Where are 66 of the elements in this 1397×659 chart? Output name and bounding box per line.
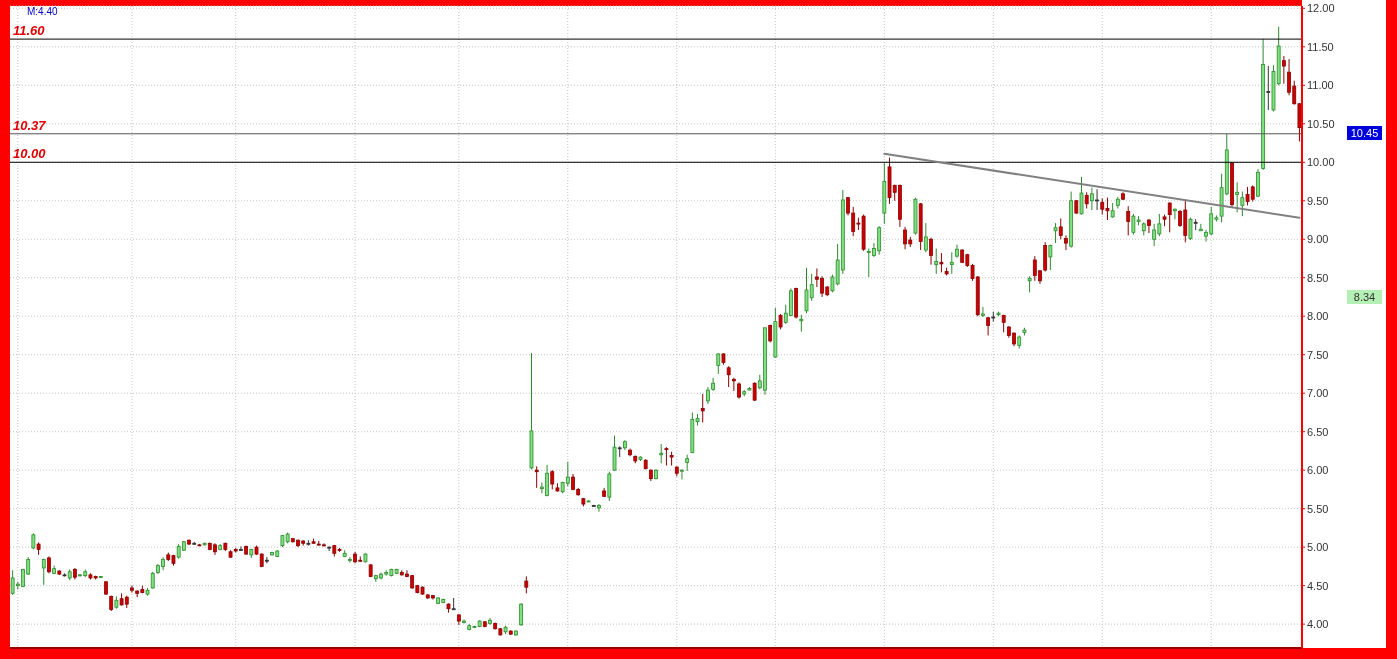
y-tick-label: 5.50: [1307, 502, 1329, 515]
candlestick: [597, 503, 601, 513]
candlestick: [1053, 222, 1058, 244]
candlestick: [1095, 188, 1099, 211]
text: 10.45: [1347, 126, 1382, 140]
candlestick: [659, 443, 664, 464]
text: 8.34: [1347, 290, 1382, 304]
candlestick: [1235, 181, 1240, 213]
candlestick: [934, 247, 939, 275]
candlestick: [1058, 217, 1063, 240]
y-tick-label: 4.50: [1307, 579, 1329, 592]
candlestick: [939, 252, 944, 273]
y-tick-label: 9.50: [1307, 194, 1329, 207]
candlestick: [1240, 191, 1245, 217]
candlestick: [726, 365, 731, 388]
y-tick-label: 6.50: [1307, 425, 1329, 438]
y-tick-label: 5.00: [1307, 541, 1329, 554]
y-tick-label: 9.00: [1307, 233, 1329, 246]
candlestick: [1048, 244, 1053, 271]
candlestick: [1152, 223, 1157, 247]
candlestick: [264, 556, 269, 564]
candlestick: [1173, 207, 1177, 220]
candlestick: [1167, 201, 1172, 233]
candlestick: [612, 435, 617, 472]
candlestick: [929, 237, 933, 266]
y-tick-label: 6.00: [1307, 464, 1329, 477]
y-tick-label: 10.00: [1307, 156, 1335, 169]
candlestick: [550, 469, 555, 490]
candlestick: [1064, 234, 1068, 251]
candlestick: [731, 377, 736, 392]
candlestick: [607, 471, 612, 502]
candlestick: [664, 446, 669, 467]
candlestick: [239, 545, 243, 551]
candlestick: [1147, 218, 1151, 234]
candlestick: [41, 558, 46, 586]
candlestick: [949, 251, 954, 275]
candlestick: [347, 556, 352, 564]
candlestick: [716, 352, 721, 375]
candlestick: [1188, 217, 1193, 241]
y-tick-label: 8.00: [1307, 310, 1329, 323]
candlestick: [981, 306, 985, 318]
candlestick: [327, 545, 332, 552]
y-tick-label: 12.00: [1307, 2, 1335, 15]
candlestick: [1281, 55, 1286, 85]
y-tick-label: 11.00: [1307, 79, 1334, 92]
y-tick-label: 10.50: [1307, 117, 1335, 130]
candlestick: [1266, 65, 1271, 111]
candlestick: [534, 465, 539, 489]
candlestick: [700, 393, 705, 423]
candlestick: [680, 468, 684, 480]
y-tick-label: 11.50: [1307, 40, 1334, 53]
candlestick: [923, 222, 928, 253]
annotation: M:4.40: [27, 6, 58, 17]
ref-line-label: 11.60: [13, 23, 46, 39]
ref-line-label: 10.37: [13, 117, 47, 133]
candlestick: [1256, 168, 1260, 198]
y-tick-label: 7.50: [1307, 348, 1329, 361]
candlestick: [519, 602, 524, 627]
y-tick-label: 8.50: [1307, 271, 1329, 284]
candlestick: [1079, 176, 1084, 216]
y-tick-label: 4.00: [1307, 618, 1329, 631]
y-tick-label: 7.00: [1307, 387, 1329, 400]
candlestick: [1126, 205, 1131, 236]
candlestick: [752, 381, 757, 402]
candlestick: [1089, 187, 1094, 211]
ref-line-label: 10.00: [13, 146, 47, 162]
